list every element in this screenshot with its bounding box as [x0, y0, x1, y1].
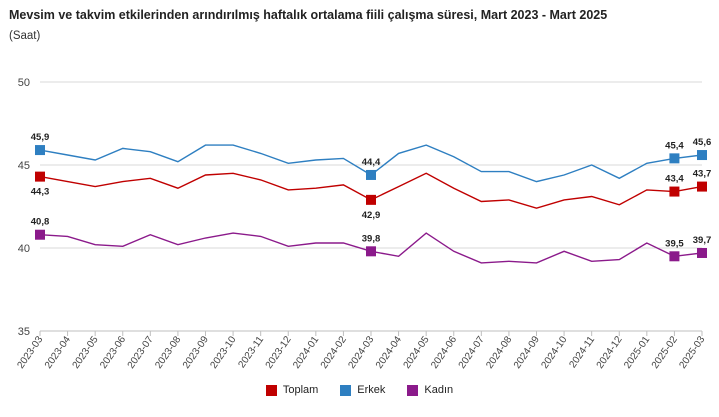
- data-label-kadin: 39,5: [665, 238, 684, 249]
- x-tick-label: 2024-02: [319, 334, 349, 371]
- legend-swatch-toplam: [265, 384, 277, 396]
- data-point-marker-kadin: [366, 246, 376, 257]
- y-tick-label: 40: [18, 243, 30, 255]
- x-tick-label: 2024-05: [402, 334, 432, 371]
- data-label-erkek: 44,4: [362, 157, 381, 168]
- y-tick-label: 50: [18, 77, 30, 89]
- legend-label-toplam: Toplam: [282, 384, 319, 396]
- y-tick-label: 45: [18, 160, 30, 172]
- x-tick-label: 2024-12: [595, 334, 625, 371]
- x-tick-label: 2023-04: [43, 334, 73, 371]
- legend-swatch-erkek: [340, 384, 352, 396]
- data-point-marker-erkek: [669, 153, 680, 164]
- x-tick-label: 2023-06: [98, 334, 128, 371]
- data-point-marker-toplam: [366, 194, 376, 205]
- x-tick-label: 2024-10: [539, 334, 569, 371]
- x-tick-label: 2025-02: [650, 334, 680, 371]
- x-tick-label: 2024-04: [374, 334, 404, 371]
- data-label-toplam: 42,9: [362, 210, 381, 221]
- x-tick-label: 2023-11: [236, 334, 266, 370]
- data-point-marker-toplam: [35, 171, 45, 182]
- chart-unit-label: (Saat): [9, 30, 41, 42]
- data-label-kadin: 40,8: [31, 217, 50, 228]
- legend-item-erkek[interactable]: Erkek: [340, 384, 385, 396]
- x-tick-label: 2025-03: [677, 334, 707, 371]
- legend-label-kadin: Kadın: [424, 384, 454, 396]
- data-point-marker-toplam: [669, 186, 680, 197]
- legend-label-erkek: Erkek: [357, 384, 386, 396]
- x-tick-label: 2023-03: [15, 334, 45, 371]
- x-tick-label: 2024-07: [457, 334, 487, 371]
- data-label-toplam: 44,3: [31, 187, 50, 198]
- data-label-kadin: 39,7: [693, 235, 712, 246]
- x-tick-label: 2023-05: [71, 334, 101, 371]
- y-tick-label: 35: [18, 326, 30, 338]
- x-tick-label: 2024-09: [512, 334, 542, 371]
- x-tick-label: 2024-03: [346, 334, 376, 371]
- x-tick-label: 2023-07: [126, 334, 156, 371]
- data-point-marker-toplam: [697, 181, 707, 192]
- data-point-marker-erkek: [366, 169, 376, 180]
- data-label-erkek: 45,6: [693, 137, 712, 148]
- data-label-kadin: 39,8: [362, 233, 381, 244]
- x-tick-label: 2024-11: [567, 334, 597, 370]
- data-point-marker-erkek: [697, 150, 707, 161]
- x-tick-label: 2023-08: [153, 334, 183, 371]
- legend-swatch-kadin: [407, 384, 419, 396]
- x-tick-label: 2024-08: [484, 334, 514, 371]
- data-label-erkek: 45,4: [665, 140, 684, 151]
- data-label-toplam: 43,4: [665, 174, 684, 185]
- chart-title: Mevsim ve takvim etkilerinden arındırılm…: [9, 8, 608, 22]
- legend-item-kadin[interactable]: Kadın: [407, 384, 453, 396]
- data-point-marker-kadin: [669, 251, 680, 262]
- data-label-toplam: 43,7: [693, 169, 712, 180]
- x-tick-label: 2023-10: [208, 334, 238, 371]
- x-tick-label: 2024-01: [291, 334, 321, 371]
- data-point-marker-kadin: [697, 247, 707, 258]
- chart-legend: Toplam Erkek Kadın: [0, 384, 719, 396]
- data-point-marker-kadin: [35, 229, 45, 240]
- x-tick-label: 2023-09: [181, 334, 211, 371]
- x-tick-label: 2023-12: [264, 334, 294, 371]
- x-tick-label: 2024-06: [429, 334, 459, 371]
- x-tick-label: 2025-01: [622, 334, 652, 371]
- data-point-marker-erkek: [35, 145, 45, 156]
- data-label-erkek: 45,9: [31, 132, 50, 143]
- legend-item-toplam[interactable]: Toplam: [265, 384, 319, 396]
